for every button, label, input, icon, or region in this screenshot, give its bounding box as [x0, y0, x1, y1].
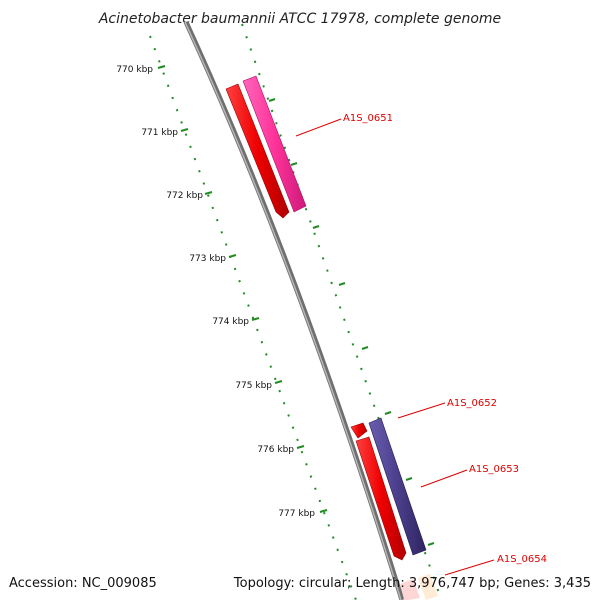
- genome-summary-text: Topology: circular; Length: 3,976,747 bp…: [233, 576, 591, 591]
- major-tick: [361, 346, 369, 350]
- tick-label: 770 kbp: [116, 65, 153, 75]
- accession-text: Accession: NC_009085: [9, 576, 157, 591]
- tick-label: 773 kbp: [189, 254, 226, 264]
- major-tick: [204, 191, 213, 195]
- gene-a1s-0652[interactable]: A1S_0652: [350, 398, 497, 439]
- scale-ring-inner: [149, 35, 357, 600]
- gene-arrow-faded[interactable]: [400, 579, 420, 600]
- gene-leader-line: [295, 118, 342, 137]
- tick-label: 775 kbp: [235, 381, 272, 391]
- gene-arrow-red[interactable]: [225, 83, 290, 219]
- major-tick: [312, 225, 320, 229]
- major-tick: [405, 477, 413, 481]
- tick-labels: 770 kbp 771 kbp 772 kbp 773 kbp 774 kbp …: [116, 65, 315, 519]
- tick-label: 771 kbp: [141, 128, 178, 138]
- major-tick: [384, 411, 392, 415]
- scale-ring-dots: [149, 35, 357, 600]
- gene-label[interactable]: A1S_0652: [447, 398, 497, 409]
- gene-label[interactable]: A1S_0653: [469, 464, 519, 475]
- major-tick: [251, 317, 260, 321]
- genome-backbone: [183, 20, 405, 600]
- gene-leader-line: [397, 402, 446, 419]
- major-tick: [157, 65, 166, 69]
- gene-arrow-pink[interactable]: [242, 75, 307, 213]
- gene-a1s-0651[interactable]: A1S_0651: [225, 75, 393, 219]
- gene-leader-line: [444, 559, 495, 576]
- scale-ring-outer: [241, 23, 441, 597]
- major-tick: [319, 509, 328, 513]
- gene-a1s-0654[interactable]: A1S_0654: [400, 554, 547, 600]
- gene-arrow-faded[interactable]: [418, 574, 438, 600]
- genome-backbone-highlight: [184, 21, 402, 600]
- gene-label[interactable]: A1S_0654: [497, 554, 547, 565]
- major-tick: [338, 282, 346, 286]
- tick-label: 774 kbp: [212, 317, 249, 327]
- major-tick: [180, 128, 189, 132]
- gene-label[interactable]: A1S_0651: [343, 113, 393, 124]
- major-tick: [296, 445, 305, 449]
- gene-a1s-0653[interactable]: A1S_0653: [355, 417, 519, 561]
- gene-arrow-red[interactable]: [350, 422, 368, 439]
- major-tick: [290, 162, 298, 166]
- gene-leader-line: [420, 469, 468, 488]
- tick-label: 777 kbp: [278, 509, 315, 519]
- gene-arrow-red[interactable]: [355, 436, 407, 561]
- major-tick: [427, 542, 435, 546]
- gene-arrow-purple[interactable]: [368, 417, 427, 556]
- tick-label: 776 kbp: [257, 445, 294, 455]
- major-tick: [268, 98, 276, 102]
- major-tick: [228, 254, 237, 258]
- major-tick: [274, 380, 283, 384]
- tick-label: 772 kbp: [166, 191, 203, 201]
- map-title: Acinetobacter baumannii ATCC 17978, comp…: [98, 11, 501, 27]
